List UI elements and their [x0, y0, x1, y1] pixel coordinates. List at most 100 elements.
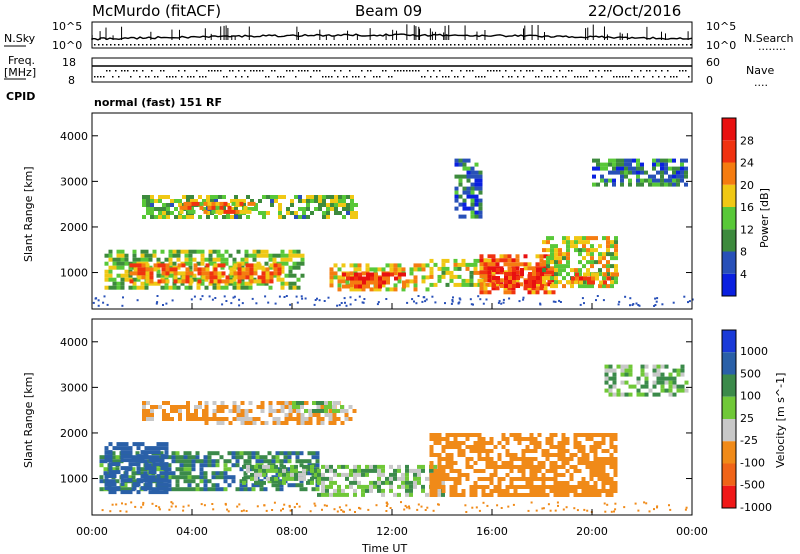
heatmap-cell-vel-0 — [223, 479, 228, 484]
colorbar-swatch — [722, 352, 736, 375]
scatter-cell-power — [121, 304, 124, 307]
heatmap-cell-vel-0 — [271, 455, 276, 460]
heatmap-cell-vel-1 — [116, 486, 121, 491]
nave-dot — [652, 76, 654, 78]
heatmap-cell-power-7 — [479, 282, 484, 287]
heatmap-cell-power-2 — [206, 199, 210, 203]
nave-dot — [535, 76, 537, 78]
heatmap-cell-power-11 — [632, 170, 636, 175]
heatmap-cell-power-0 — [108, 257, 113, 262]
nave-dot — [265, 76, 267, 78]
heatmap-cell-power-11 — [668, 158, 672, 163]
heatmap-cell-vel-8 — [672, 380, 677, 385]
heatmap-cell-power-8 — [512, 280, 516, 284]
heatmap-cell-vel-7 — [441, 489, 446, 493]
heatmap-cell-power-0 — [164, 273, 169, 278]
heatmap-cell-vel-8 — [612, 384, 617, 389]
heatmap-cell-power-4 — [349, 263, 354, 268]
nsearch-dot — [438, 44, 440, 46]
heatmap-cell-power-0 — [188, 265, 193, 270]
heatmap-cell-vel-7 — [437, 481, 442, 485]
heatmap-cell-power-0 — [116, 257, 121, 262]
heatmap-cell-vel-8 — [620, 372, 625, 377]
scatter-cell-power — [201, 295, 204, 298]
heatmap-cell-power-0 — [128, 285, 133, 290]
heatmap-cell-vel-4 — [212, 413, 217, 417]
scatter-cell-vel — [542, 507, 545, 510]
heatmap-cell-power-2 — [158, 211, 162, 215]
heatmap-cell-vel-7 — [441, 485, 446, 489]
heatmap-cell-vel-0 — [247, 451, 252, 456]
heatmap-cell-power-4 — [393, 263, 398, 268]
scatter-cell-vel — [648, 510, 651, 513]
heatmap-cell-vel-7 — [433, 437, 438, 441]
nave-dot — [487, 70, 489, 72]
heatmap-cell-vel-1 — [148, 466, 153, 471]
heatmap-cell-power-4 — [365, 263, 370, 268]
heatmap-cell-vel-4 — [224, 405, 229, 409]
heatmap-cell-vel-0 — [311, 487, 316, 492]
heatmap-cell-power-4 — [417, 267, 422, 272]
heatmap-cell-vel-6 — [361, 472, 365, 477]
nsearch-dot — [206, 44, 208, 46]
heatmap-cell-vel-1 — [116, 446, 121, 451]
heatmap-cell-power-9 — [578, 260, 582, 265]
scatter-cell-power — [417, 295, 420, 297]
heatmap-cell-vel-4 — [328, 409, 333, 413]
scatter-cell-power — [502, 298, 505, 301]
scatter-cell-power — [479, 298, 482, 301]
heatmap-cell-power-8 — [504, 284, 508, 288]
scatter-cell-vel — [565, 506, 568, 509]
heatmap-cell-power-5 — [390, 272, 394, 277]
heatmap-cell-vel-7 — [501, 461, 506, 465]
scatter-cell-power — [289, 303, 292, 306]
heatmap-cell-vel-1 — [112, 486, 117, 491]
heatmap-cell-vel-7 — [585, 481, 590, 485]
heatmap-cell-vel-6 — [369, 484, 373, 489]
heatmap-cell-power-2 — [154, 215, 158, 219]
scatter-cell-power — [552, 300, 555, 303]
heatmap-cell-power-4 — [333, 275, 338, 280]
nave-dot — [604, 70, 606, 72]
heatmap-cell-vel-1 — [104, 474, 109, 479]
nave-dot — [277, 76, 279, 78]
heatmap-cell-power-9 — [558, 272, 562, 277]
heatmap-cell-power-12 — [462, 158, 467, 163]
heatmap-cell-vel-7 — [509, 485, 514, 489]
nsearch-dot — [94, 44, 96, 46]
heatmap-cell-power-7 — [487, 274, 492, 279]
x-tick-label: 12:00 — [376, 525, 408, 538]
heatmap-cell-power-11 — [592, 158, 596, 163]
scatter-cell-vel — [486, 504, 489, 507]
heatmap-cell-vel-0 — [195, 455, 200, 460]
heatmap-cell-vel-4 — [240, 401, 245, 405]
heatmap-cell-vel-7 — [581, 461, 586, 465]
nave-dot — [184, 70, 186, 72]
nsearch-dot — [426, 44, 428, 46]
heatmap-cell-vel-6 — [337, 472, 341, 477]
heatmap-cell-vel-8 — [640, 384, 645, 389]
nave-dot — [601, 76, 603, 78]
heatmap-cell-power-2 — [198, 195, 202, 199]
heatmap-cell-power-11 — [656, 182, 660, 187]
heatmap-cell-power-9 — [542, 276, 546, 281]
heatmap-cell-power-2 — [230, 215, 234, 219]
scatter-cell-power — [316, 297, 318, 300]
heatmap-cell-vel-7 — [529, 477, 534, 481]
heatmap-cell-vel-4 — [204, 409, 209, 413]
heatmap-cell-power-7 — [507, 286, 512, 291]
scatter-cell-power — [661, 303, 664, 306]
heatmap-cell-vel-6 — [405, 468, 409, 473]
heatmap-cell-vel-0 — [247, 459, 252, 464]
heatmap-cell-vel-7 — [465, 433, 470, 437]
heatmap-cell-vel-7 — [437, 433, 442, 437]
scatter-cell-power — [327, 296, 330, 299]
scatter-cell-power — [343, 297, 346, 300]
heatmap-cell-vel-7 — [501, 437, 506, 441]
heatmap-cell-power-0 — [172, 253, 177, 258]
heatmap-cell-vel-0 — [183, 479, 188, 484]
heatmap-cell-power-11 — [660, 170, 664, 175]
heatmap-cell-vel-7 — [525, 477, 530, 481]
scatter-cell-vel — [109, 510, 112, 513]
